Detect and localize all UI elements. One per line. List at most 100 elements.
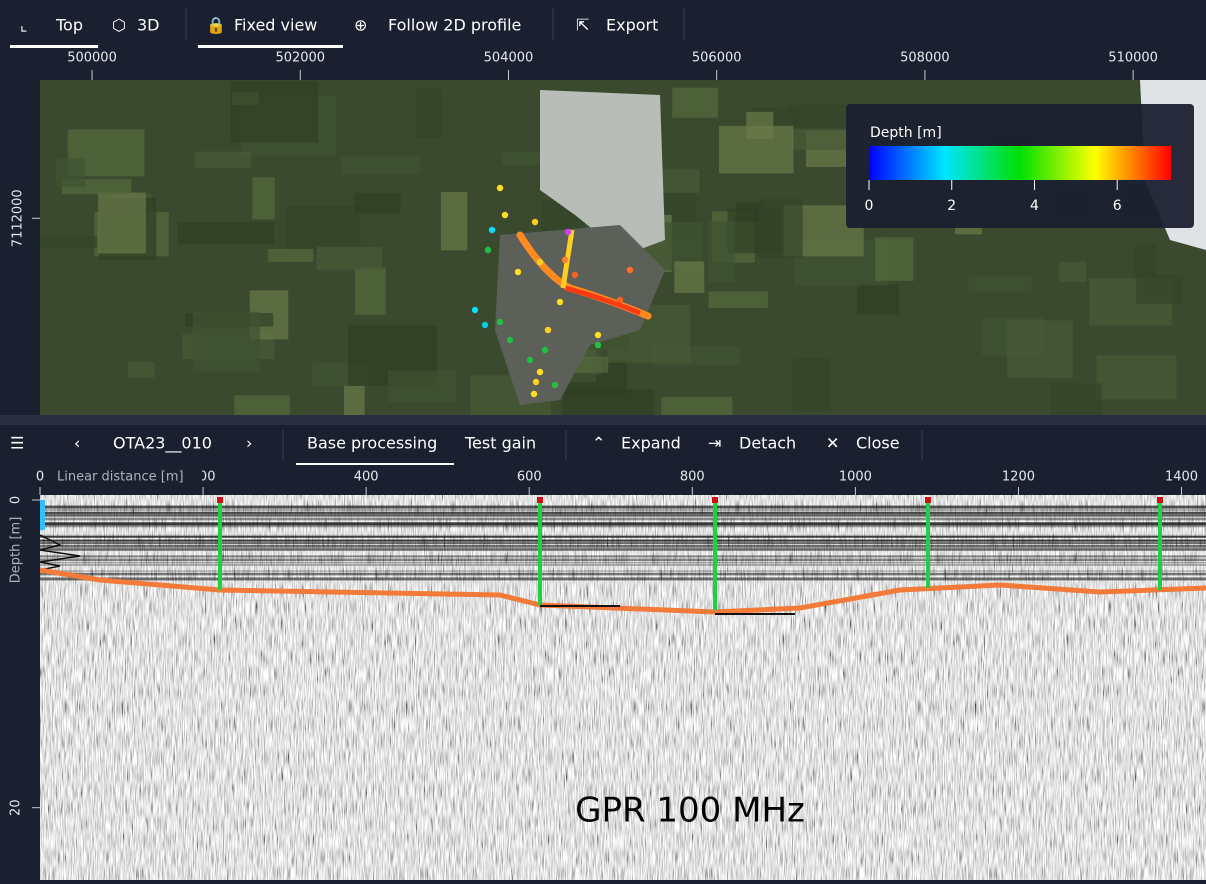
icon: 🔒 (206, 16, 226, 35)
legend-tick-label: 6 (1113, 198, 1122, 214)
field (792, 358, 832, 412)
map-x-tick-label: 502000 (275, 51, 325, 66)
tab-base[interactable]: Base processing (307, 434, 437, 453)
radargram (39, 495, 1206, 880)
legend-title: Depth [m] (870, 125, 942, 141)
depth-point (541, 346, 549, 354)
prev[interactable]: ‹ (74, 434, 80, 453)
map-x-tick-label: 500000 (67, 51, 117, 66)
menu-icon[interactable]: ☰ (10, 434, 24, 453)
reflection (40, 570, 1206, 573)
depth-point (532, 378, 540, 386)
depth-point (501, 211, 509, 219)
detach[interactable]: Detach (739, 434, 796, 453)
field (341, 155, 421, 175)
field (55, 158, 86, 187)
borehole-top (1157, 497, 1163, 503)
icon: ⊕ (354, 16, 367, 35)
depth-point (496, 318, 504, 326)
profile-x-tick-label: 1400 (1165, 470, 1198, 485)
field (708, 291, 768, 309)
reflection (40, 539, 1206, 543)
field (355, 267, 386, 315)
field (651, 169, 700, 193)
active-tab (10, 45, 98, 48)
tab-gain[interactable]: Test gain (464, 434, 536, 453)
profile-y-tick-label: 0 (9, 496, 24, 504)
interface-line (39, 567, 1206, 615)
depth-point (571, 271, 579, 279)
field (789, 104, 850, 129)
depth-point (484, 246, 492, 254)
reflection (40, 522, 1206, 524)
field (252, 177, 275, 220)
profile-x-tick-label: 0 (36, 470, 44, 485)
depth-point (514, 268, 522, 276)
depth-points (471, 184, 634, 398)
icon: ⌃ (592, 434, 605, 453)
wavelet (39, 534, 81, 571)
expand[interactable]: Expand (621, 434, 681, 453)
depth-point (564, 228, 572, 236)
tab-3d[interactable]: 3D (137, 16, 160, 35)
reflection (40, 542, 1206, 545)
follow-profile[interactable]: Follow 2D profile (388, 16, 521, 35)
reflection (40, 511, 1206, 514)
reflection (40, 511, 1206, 514)
map-y-axis (0, 80, 40, 415)
reflection (40, 506, 1206, 509)
field (127, 361, 155, 378)
map-y-tick-label: 7112000 (11, 189, 26, 247)
export[interactable]: Export (606, 16, 658, 35)
tab-top[interactable]: Top (55, 16, 83, 35)
field (440, 192, 468, 251)
profile-name[interactable]: OTA23__010 (113, 434, 212, 454)
next[interactable]: › (246, 434, 252, 453)
icon: ⇥ (708, 434, 721, 453)
reflection (40, 515, 1206, 517)
depth-point (551, 381, 559, 389)
map: Depth [m] (40, 80, 1206, 451)
borehole-top (925, 497, 931, 503)
field (316, 247, 383, 270)
depth-point (506, 336, 514, 344)
field (735, 202, 763, 223)
label-bg (52, 467, 202, 487)
reflection (40, 511, 1206, 514)
depth-point (594, 341, 602, 349)
borehole-top (712, 497, 718, 503)
toolbar (0, 0, 1206, 48)
close[interactable]: Close (856, 434, 900, 453)
reflection (40, 536, 1206, 538)
field (1136, 274, 1183, 304)
profile-y-label: Depth [m] (9, 517, 24, 584)
depth-point (481, 321, 489, 329)
legend-tick-label: 0 (865, 198, 874, 214)
reflection (40, 559, 1206, 562)
reflection (40, 513, 1206, 516)
depth-point (626, 266, 634, 274)
field (416, 88, 442, 138)
depth-point (556, 298, 564, 306)
reflection (40, 572, 1206, 576)
fixed-view[interactable]: Fixed view (234, 16, 317, 35)
depth-point (526, 356, 534, 364)
profile-x-label: Linear distance [m] (57, 470, 184, 485)
reflection (40, 523, 1206, 526)
icon: ⌞ (20, 16, 28, 35)
field (968, 276, 1032, 292)
field (40, 235, 97, 249)
active-tab (198, 45, 343, 48)
field (234, 395, 290, 420)
field (98, 192, 146, 254)
field (285, 205, 361, 255)
reflection (40, 509, 1206, 511)
field (230, 80, 318, 143)
depth-point (531, 218, 539, 226)
reflection (40, 513, 1206, 516)
field (195, 151, 252, 169)
field (1007, 320, 1073, 379)
reflection (40, 505, 1206, 509)
boreholes (217, 497, 1163, 615)
